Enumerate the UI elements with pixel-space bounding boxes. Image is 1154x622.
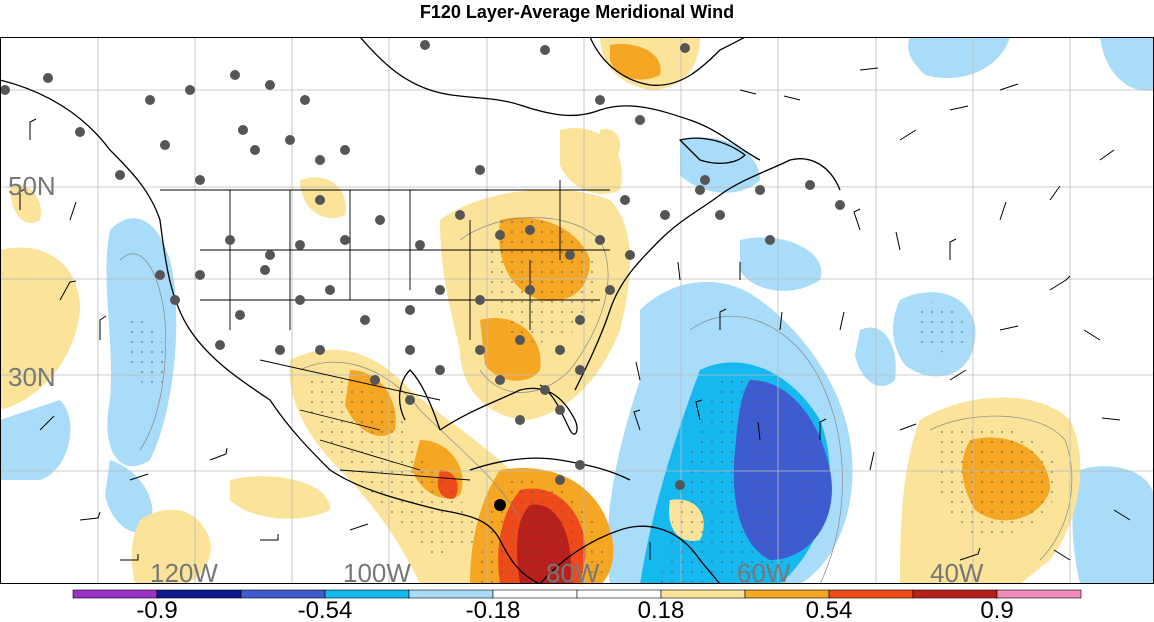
lat-label-50n: 50N	[8, 171, 56, 201]
coastlines	[0, 37, 841, 584]
lon-label-100w: 100W	[343, 558, 411, 588]
stippling	[125, 217, 1060, 584]
wind-barbs	[19, 67, 1131, 561]
lon-label-120w: 120W	[150, 558, 218, 588]
lon-label-60w: 60W	[737, 558, 791, 588]
lon-label-40w: 40W	[930, 558, 984, 588]
colorbar	[72, 589, 1082, 599]
colorbar-label: -0.9	[136, 597, 177, 622]
political-borders	[160, 180, 610, 481]
map-title: F120 Layer-Average Meridional Wind	[419, 2, 735, 22]
colorbar-label: 0.18	[638, 597, 685, 622]
observation-stations	[0, 40, 845, 511]
lat-label-30n: 30N	[8, 362, 56, 392]
lon-label-80w: 80W	[546, 558, 600, 588]
colorbar-label: -0.18	[466, 597, 521, 622]
contour-lines	[119, 217, 1073, 584]
colorbar-segment	[996, 589, 1082, 599]
colorbar-labels: -0.9 -0.54 -0.18 0.18 0.54 0.9	[136, 597, 1013, 622]
colorbar-label: 0.54	[806, 597, 853, 622]
colorbar-label: 0.9	[980, 597, 1013, 622]
colorbar-label: -0.54	[298, 597, 353, 622]
